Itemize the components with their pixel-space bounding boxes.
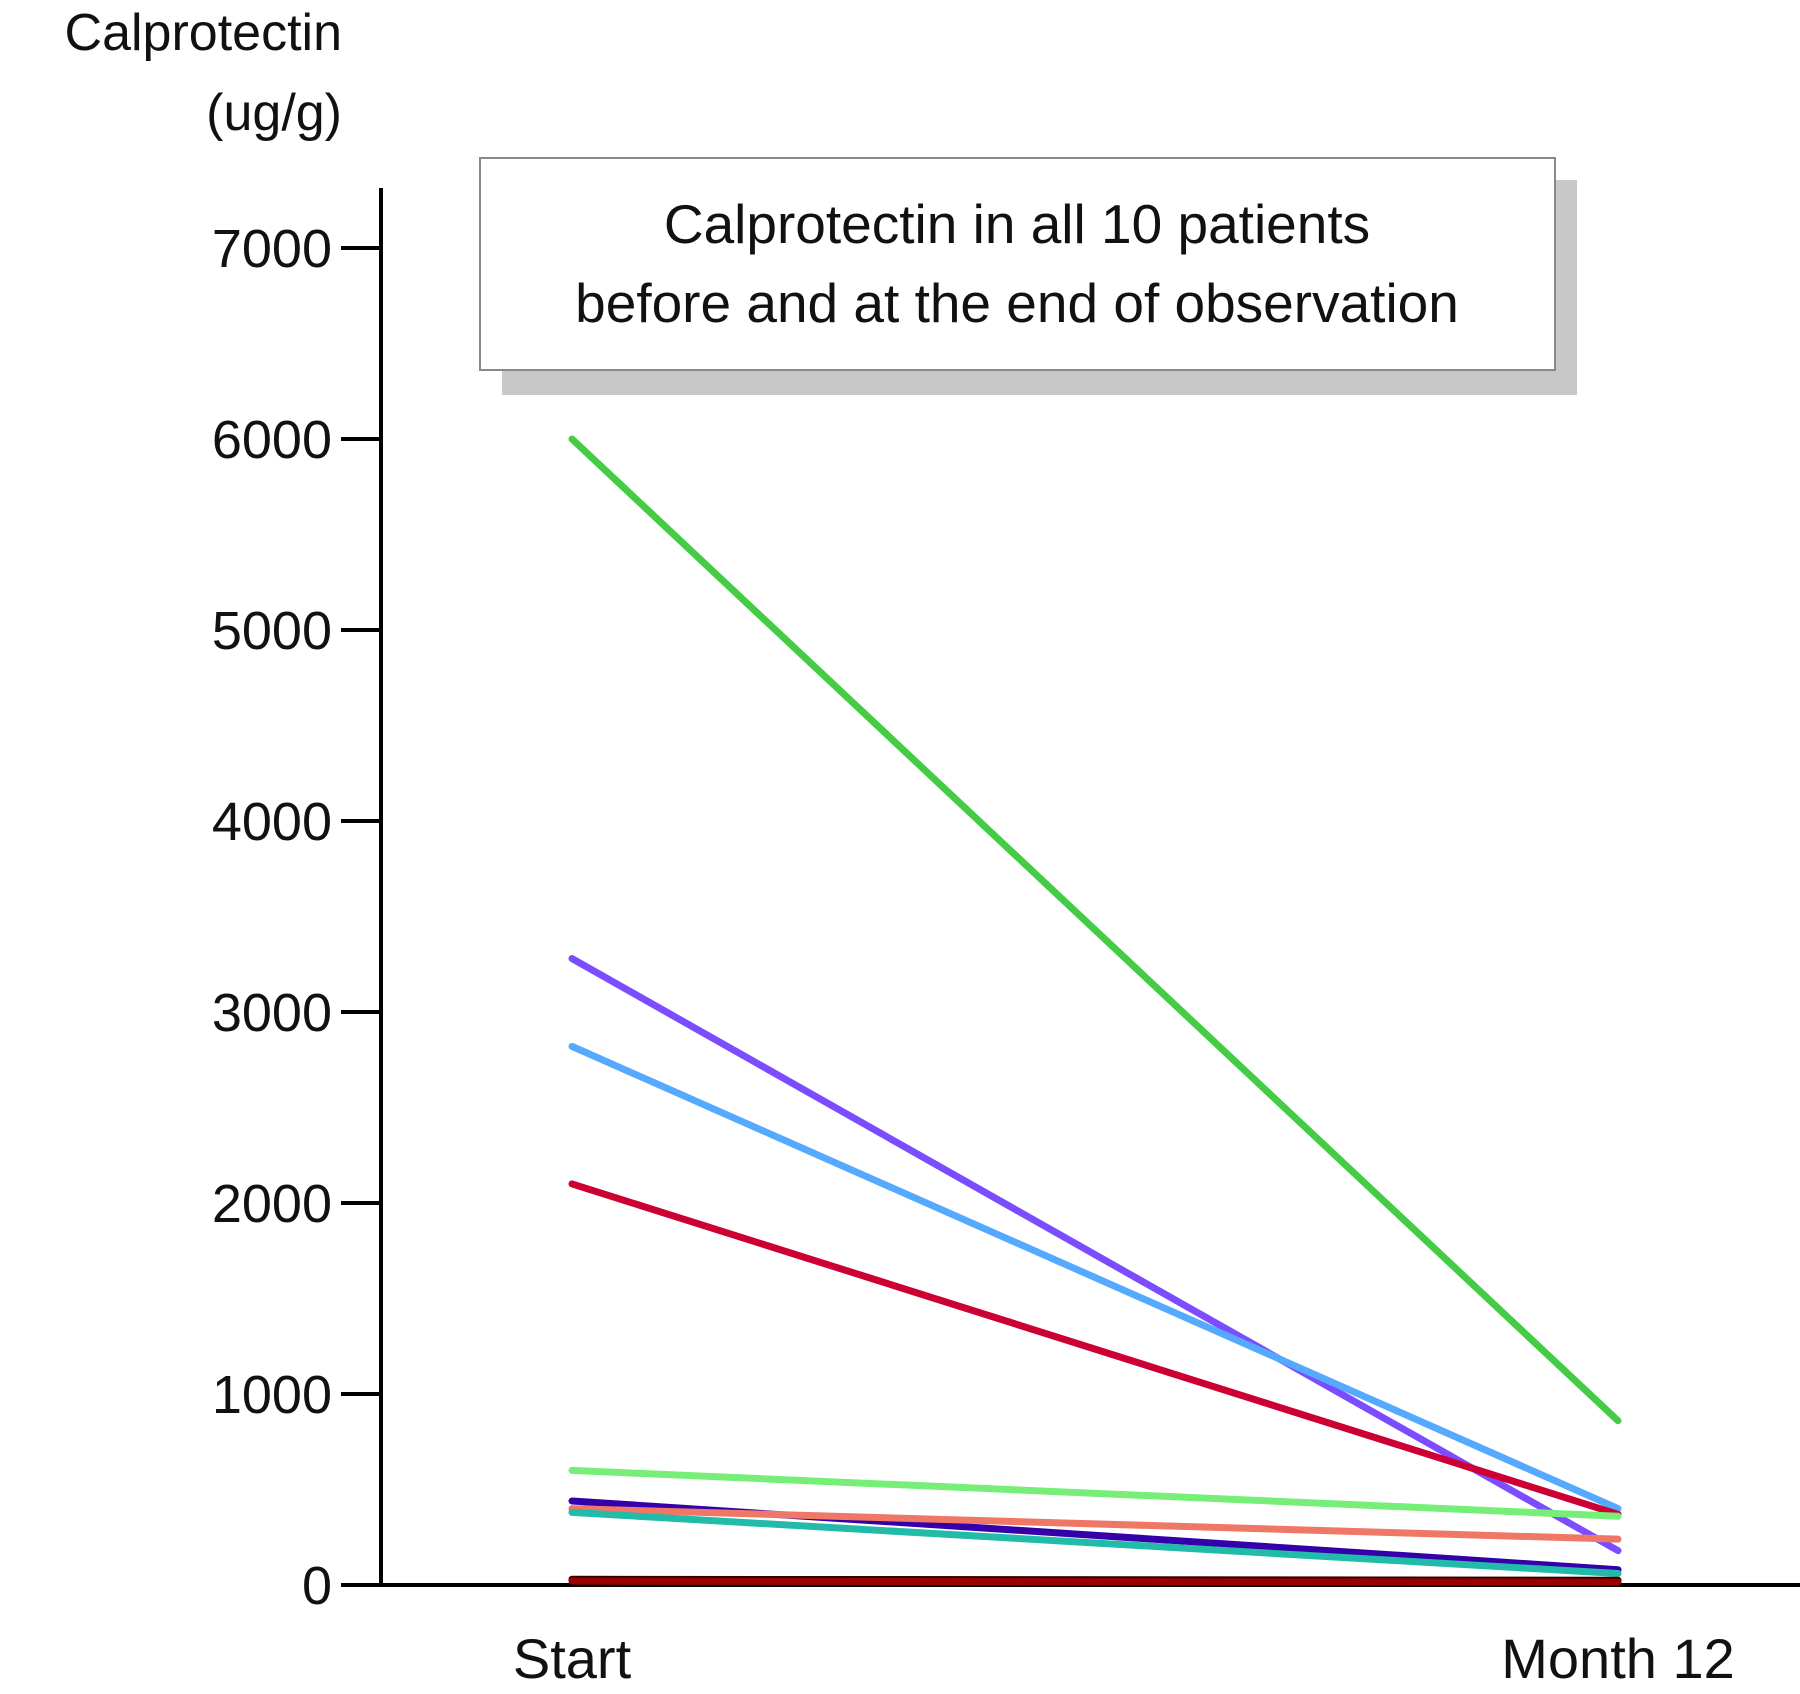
patient-line-10: [568, 1577, 1622, 1586]
title-box-frame: [479, 157, 1556, 371]
y-tick-label: 0: [302, 1556, 332, 1616]
chart-title-line-2: before and at the end of observation: [575, 272, 1459, 334]
y-tick-label: 3000: [212, 983, 332, 1043]
patient-line-3: [568, 1042, 1622, 1513]
patient-line-8: [568, 1508, 1622, 1578]
series-lines: [568, 435, 1622, 1586]
patient-line-4: [568, 1180, 1622, 1518]
patient-line-1: [568, 435, 1622, 1425]
y-tick-label: 7000: [212, 219, 332, 279]
y-ticks: 0 1000 2000 3000 4000 5000 6000 7000: [212, 219, 381, 1616]
y-tick-label: 6000: [212, 410, 332, 470]
title-box: Calprotectin in all 10 patients before a…: [479, 157, 1577, 395]
patient-line-7: [568, 1505, 1622, 1543]
chart-title-line-1: Calprotectin in all 10 patients: [664, 193, 1370, 255]
y-axis-label-line-1: Calprotectin: [65, 4, 342, 62]
patient-line-5: [568, 1466, 1622, 1520]
y-tick-label: 2000: [212, 1174, 332, 1234]
x-tick-label-start: Start: [513, 1627, 632, 1690]
patient-line-2: [568, 955, 1622, 1555]
y-tick-label: 4000: [212, 792, 332, 852]
y-axis-label-line-2: (ug/g): [206, 84, 342, 142]
y-tick-label: 1000: [212, 1365, 332, 1425]
x-tick-label-month-12: Month 12: [1501, 1627, 1735, 1690]
y-tick-label: 5000: [212, 601, 332, 661]
